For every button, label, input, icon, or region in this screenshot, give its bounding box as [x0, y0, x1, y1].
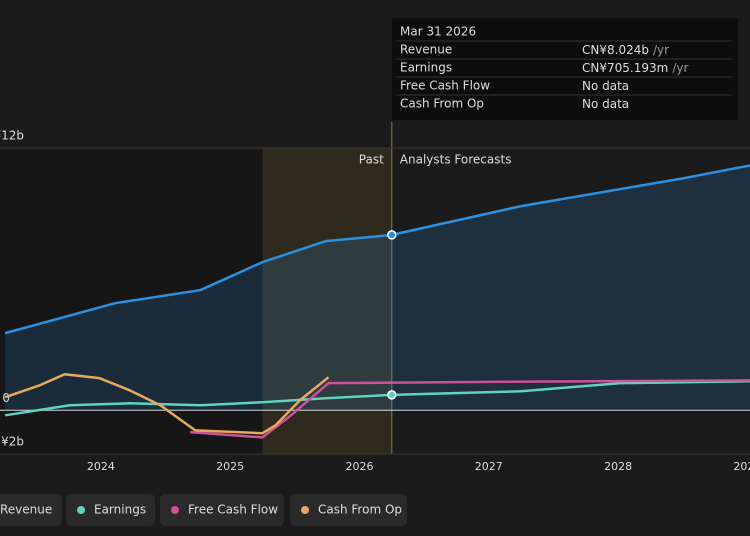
tooltip-value-text: No data [582, 79, 629, 93]
x-tick-label: 2025 [216, 460, 244, 473]
x-tick-label: 2028 [604, 460, 632, 473]
legend-item[interactable]: Revenue [0, 494, 62, 526]
series-line [189, 379, 750, 439]
legend-box[interactable] [66, 494, 155, 526]
tooltip-name: Free Cash Flow [400, 79, 490, 93]
past-band [262, 148, 392, 454]
hover-marker [387, 390, 397, 400]
legend-label: Free Cash Flow [188, 503, 278, 517]
revenue-area [5, 165, 750, 411]
x-tick-label: 2029 [733, 460, 750, 473]
legend-swatch [301, 506, 309, 514]
legend-item[interactable]: Cash From Op [290, 494, 407, 526]
legend-swatch [171, 506, 179, 514]
x-tick-label: 2026 [345, 460, 373, 473]
tooltip-value: CN¥8.024b/yr [582, 43, 669, 57]
legend-box[interactable] [0, 494, 62, 526]
legend-box[interactable] [290, 494, 407, 526]
legend-label: Revenue [0, 503, 52, 517]
series-line [4, 379, 750, 417]
tooltip-name: Cash From Op [400, 97, 484, 111]
legend-label: Cash From Op [318, 503, 402, 517]
x-tick-label: 2024 [87, 460, 115, 473]
y-tick-label: CN¥12b [0, 129, 24, 143]
past-label: Past [359, 153, 384, 167]
legend-swatch [77, 506, 85, 514]
series-line [4, 164, 750, 335]
tooltip-value-text: CN¥8.024b [582, 43, 649, 57]
legend-item[interactable]: Earnings [66, 494, 155, 526]
tooltip-value-text: CN¥705.193m [582, 61, 668, 75]
tooltip-unit: /yr [653, 43, 669, 57]
tooltip-unit: /yr [672, 61, 688, 75]
legend-item[interactable]: Free Cash Flow [160, 494, 284, 526]
tooltip-name: Revenue [400, 43, 452, 57]
legend-box[interactable] [160, 494, 284, 526]
tooltip-box [392, 18, 738, 120]
y-tick-label: -CN¥2b [0, 435, 24, 449]
x-tick-label: 2027 [475, 460, 503, 473]
tooltip-name: Earnings [400, 61, 452, 75]
forecast-label: Analysts Forecasts [400, 153, 512, 167]
tooltip-value: No data [582, 97, 629, 111]
legend-label: Earnings [94, 503, 146, 517]
tooltip-date: Mar 31 2026 [400, 25, 476, 39]
series-line [4, 372, 330, 435]
tooltip-value: CN¥705.193m/yr [582, 61, 688, 75]
tooltip-value: No data [582, 79, 629, 93]
tooltip: Mar 31 2026 Revenue CN¥8.024b/yr Earnings CN… [392, 18, 738, 120]
tooltip-value-text: No data [582, 97, 629, 111]
hover-marker [387, 230, 397, 240]
